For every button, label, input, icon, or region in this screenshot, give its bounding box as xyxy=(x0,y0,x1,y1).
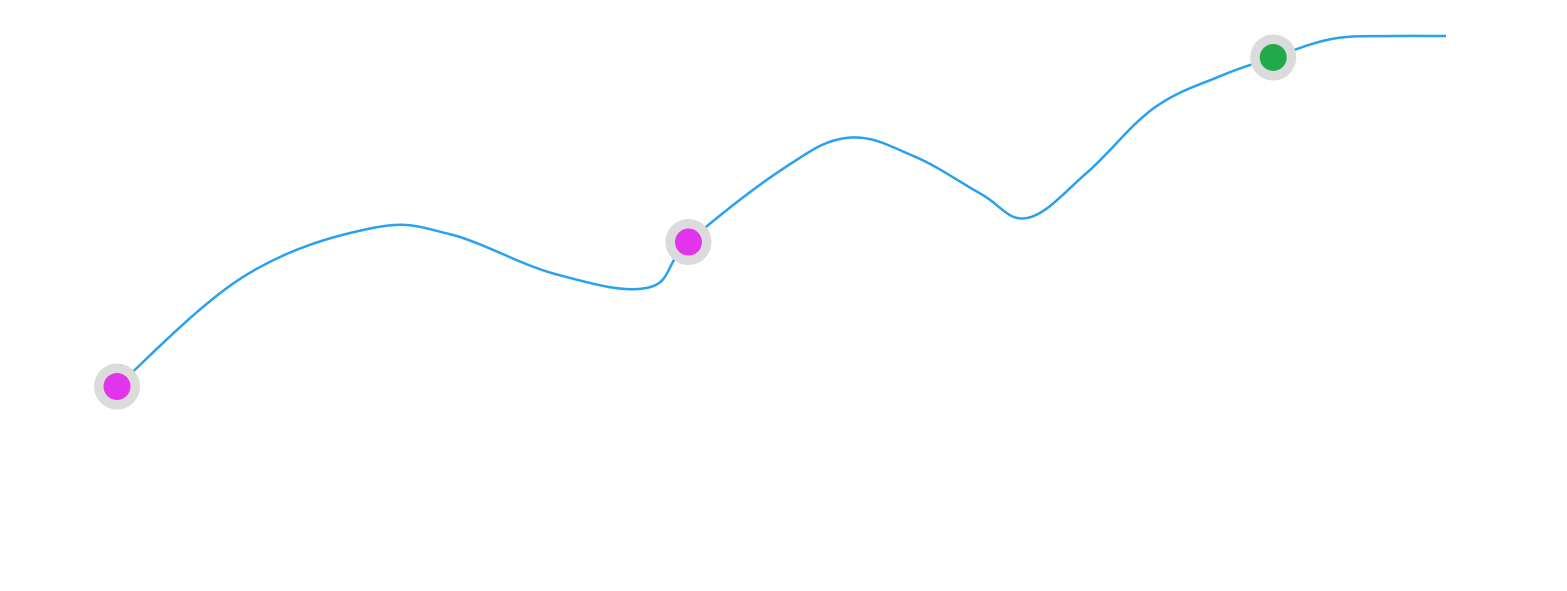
marker-layer xyxy=(94,34,1297,410)
marker-dot xyxy=(674,228,702,256)
data-point-marker-0 xyxy=(94,363,140,410)
marker-dot xyxy=(103,372,131,400)
series-line-0 xyxy=(116,34,1447,388)
marker-dot xyxy=(1259,43,1287,71)
data-point-marker-1 xyxy=(665,219,712,266)
series-line-layer xyxy=(116,34,1447,388)
data-point-marker-2 xyxy=(1250,34,1297,81)
